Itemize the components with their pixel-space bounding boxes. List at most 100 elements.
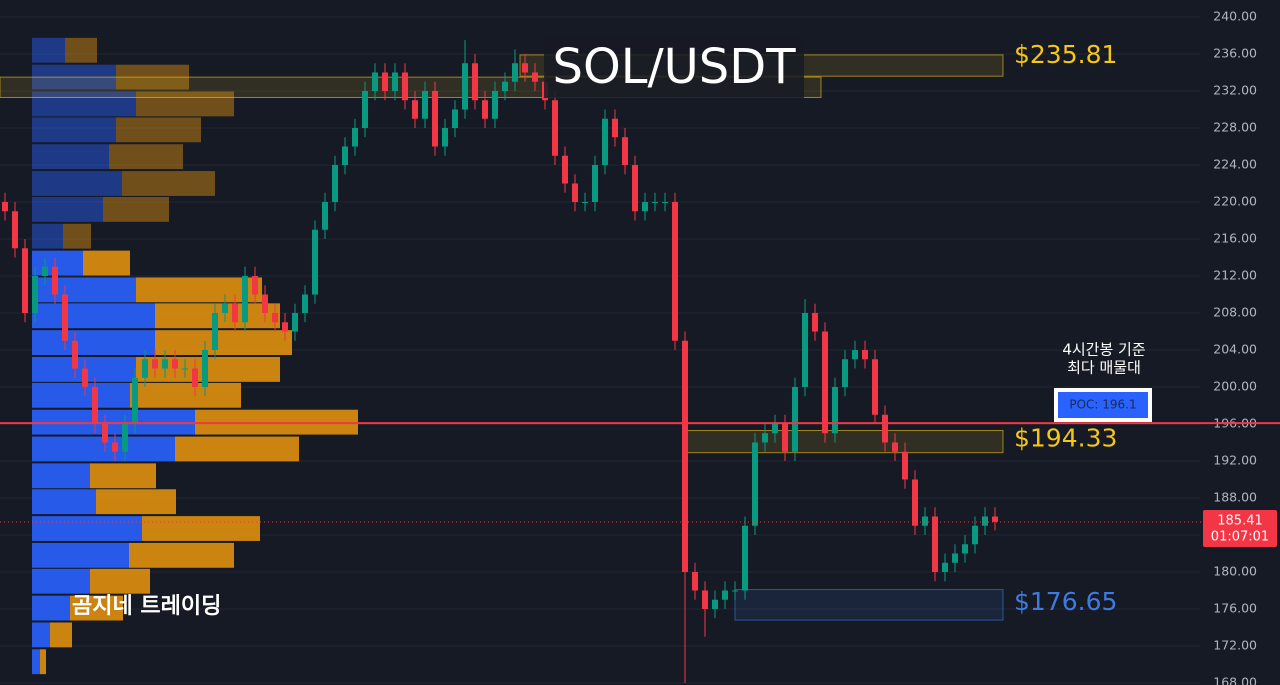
candle-body <box>132 377 138 424</box>
candle-body <box>502 81 508 91</box>
y-tick-label: 236.00 <box>1213 46 1257 61</box>
y-tick-label: 224.00 <box>1213 157 1257 172</box>
y-tick-label: 176.00 <box>1213 601 1257 616</box>
zone <box>682 429 1004 454</box>
profile-buy <box>32 91 136 117</box>
profile-sell <box>155 330 292 356</box>
y-tick-label: 192.00 <box>1213 453 1257 468</box>
candle-body <box>522 63 528 73</box>
profile-buy <box>32 37 65 63</box>
candle-body <box>762 433 768 443</box>
y-tick-label: 172.00 <box>1213 638 1257 653</box>
candle-body <box>342 146 348 165</box>
candle-body <box>662 202 668 203</box>
candle-body <box>852 350 858 360</box>
candle-body <box>772 424 778 434</box>
profile-buy <box>32 568 90 594</box>
candle-body <box>272 313 278 323</box>
candle-body <box>72 340 78 369</box>
candle-body <box>412 100 418 119</box>
candle-body <box>742 525 748 591</box>
candle-body <box>462 63 468 110</box>
candle-body <box>52 266 58 295</box>
profile-buy <box>32 330 155 356</box>
candle-body <box>652 202 658 203</box>
candle-body <box>962 544 968 554</box>
candle-body <box>442 128 448 147</box>
poc-box <box>1058 392 1148 418</box>
profile-buy <box>32 489 96 515</box>
profile-sell <box>103 196 169 222</box>
profile-buy <box>32 622 50 648</box>
candle-body <box>982 516 988 526</box>
candle-body <box>282 322 288 332</box>
chart-title: SOL/USDT <box>552 39 796 95</box>
profile-sell <box>96 489 176 515</box>
candle-body <box>672 202 678 341</box>
candle-body <box>212 313 218 350</box>
candle-body <box>292 313 298 332</box>
candle-body <box>592 165 598 202</box>
poc-label: POC: 196.1 <box>1069 398 1136 412</box>
candle-body <box>162 359 168 369</box>
profile-sell <box>130 382 241 408</box>
candle-body <box>932 516 938 572</box>
candle-body <box>252 276 258 295</box>
candle-body <box>172 359 178 369</box>
candle-body <box>722 590 728 600</box>
candle-body <box>732 590 738 592</box>
zone-label: $235.81 <box>1014 40 1117 69</box>
candle-body <box>122 424 128 452</box>
profile-buy <box>32 382 130 408</box>
profile-buy <box>32 144 109 170</box>
candle-body <box>392 72 398 91</box>
candle-body <box>22 248 28 313</box>
candle-body <box>892 442 898 452</box>
zone-label: $194.33 <box>1014 423 1117 452</box>
candle-body <box>702 590 708 609</box>
profile-sell <box>136 277 262 303</box>
y-tick-label: 240.00 <box>1213 9 1257 24</box>
countdown-label: 01:07:01 <box>1211 529 1269 544</box>
candle-body <box>182 368 188 370</box>
candle-body <box>562 155 568 184</box>
candle-body <box>632 165 638 212</box>
candle-body <box>752 442 758 526</box>
candle-body <box>262 294 268 313</box>
candle-body <box>192 368 198 387</box>
y-tick-label: 228.00 <box>1213 120 1257 135</box>
profile-sell <box>122 171 215 196</box>
profile-sell <box>142 516 260 541</box>
candle-body <box>242 276 248 323</box>
candle-body <box>582 202 588 203</box>
candle-body <box>712 599 718 609</box>
candle-body <box>352 128 358 147</box>
y-tick-label: 188.00 <box>1213 490 1257 505</box>
candle-body <box>832 387 838 434</box>
candle-body <box>102 424 108 443</box>
candle-body <box>872 359 878 415</box>
y-tick-label: 232.00 <box>1213 83 1257 98</box>
profile-buy <box>32 595 70 621</box>
profile-buy <box>32 117 116 143</box>
candle-body <box>432 91 438 147</box>
candle-body <box>942 562 948 572</box>
candle-body <box>602 118 608 165</box>
candle-body <box>322 202 328 230</box>
profile-sell <box>50 622 72 648</box>
candle-body <box>822 331 828 434</box>
candle-body <box>802 313 808 387</box>
profile-sell <box>90 568 150 594</box>
profile-sell <box>90 463 156 489</box>
y-tick-label: 220.00 <box>1213 194 1257 209</box>
profile-sell <box>116 117 201 143</box>
candle-body <box>922 516 928 526</box>
candle-body <box>62 294 68 341</box>
candle-body <box>682 340 688 572</box>
candle-body <box>332 165 338 202</box>
y-tick-label: 168.00 <box>1213 675 1257 685</box>
candle-body <box>302 294 308 313</box>
candle-body <box>912 479 918 526</box>
candle-body <box>532 72 538 82</box>
